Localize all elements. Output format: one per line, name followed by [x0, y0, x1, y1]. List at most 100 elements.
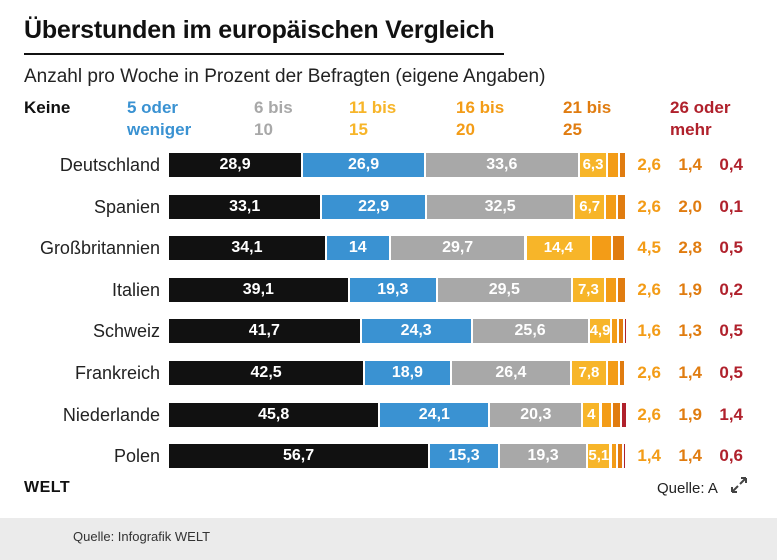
bar-segment: 24,3 [359, 319, 471, 343]
row-label: Niederlande [62, 405, 160, 425]
bar-segment: 41,7 [169, 319, 360, 343]
value-label: 2,8 [678, 238, 702, 257]
bar-segment: 56,7 [169, 444, 429, 468]
legend-item-21-bis-25: 21 bis 25 [563, 97, 611, 141]
value-label: 0,5 [719, 238, 743, 257]
footer-source: Quelle: Infografik WELT [73, 529, 211, 544]
value-label: 2,6 [637, 363, 661, 382]
bar-segment: 39,1 [169, 278, 348, 302]
legend-line2: 15 [349, 120, 368, 139]
bar-segment [623, 236, 626, 260]
legend-item-6-bis-10: 6 bis 10 [254, 97, 293, 141]
bar-segment [611, 403, 621, 427]
row-label: Frankreich [74, 363, 160, 383]
legend-item-5-oder-weniger: 5 oder weniger [127, 97, 191, 141]
bar-segment [606, 153, 619, 177]
bar-segment: 45,8 [169, 403, 379, 427]
bar-segment [622, 444, 625, 468]
legend-item-26-oder-mehr: 26 oder mehr [670, 97, 730, 141]
legend-line2: 20 [456, 120, 475, 139]
bar-segment: 24,1 [378, 403, 489, 427]
row-label: Schweiz [92, 321, 160, 341]
value-label: 1,6 [637, 321, 661, 340]
bar-segment: 29,5 [435, 278, 571, 302]
value-label: 1,4 [637, 446, 661, 465]
source-short: Quelle: A [657, 480, 718, 497]
bar-segment: 29,7 [388, 236, 525, 260]
legend-line1: 5 oder [127, 98, 179, 117]
value-label: 1,4 [719, 405, 743, 424]
bar-segment: 14 [324, 236, 389, 260]
bar-segment: 6,7 [573, 195, 604, 219]
bar-segment: 26,4 [449, 361, 571, 385]
bar-segment [615, 195, 625, 219]
legend-item-11-bis-15: 11 bis 15 [349, 97, 396, 141]
expand-icon[interactable] [728, 474, 750, 496]
bar-segment: 7,8 [570, 361, 606, 385]
bar-segment [610, 319, 618, 343]
legend-line2: mehr [670, 120, 712, 139]
legend-item-16-bis-20: 16 bis 20 [456, 97, 504, 141]
bar-segment: 19,3 [347, 278, 436, 302]
row-label: Polen [113, 446, 160, 466]
legend-line1: Keine [24, 98, 71, 117]
value-label: 1,9 [678, 405, 702, 424]
row-label: Deutschland [59, 155, 160, 175]
value-label: 1,4 [678, 155, 702, 174]
bar-segment: 5,1 [586, 444, 610, 468]
bar-segment [623, 319, 626, 343]
bar-segment: 25,6 [470, 319, 588, 343]
bar-segment: 18,9 [363, 361, 450, 385]
legend-line2: weniger [127, 120, 192, 139]
value-label: 2,6 [637, 155, 661, 174]
bar-segment: 20,3 [488, 403, 582, 427]
bar-segment: 4 [581, 403, 600, 427]
value-label: 2,0 [678, 197, 702, 216]
value-label: 4,5 [637, 238, 661, 257]
bar-segment: 33,1 [169, 195, 321, 219]
bar-segment: 28,9 [169, 153, 302, 177]
bar-segment: 19,3 [498, 444, 587, 468]
bar-segment [620, 403, 627, 427]
value-label: 0,4 [719, 155, 743, 174]
bar-segment [617, 319, 624, 343]
bar-segment: 32,5 [424, 195, 574, 219]
legend-line1: 11 bis [349, 98, 397, 117]
bar-segment [615, 278, 625, 302]
legend-line2: 10 [254, 120, 273, 139]
bar-segment [609, 444, 616, 468]
value-label: 2,6 [637, 197, 661, 216]
legend-line1: 26 oder [670, 98, 731, 117]
row-label: Italien [111, 280, 160, 300]
value-label: 0,1 [719, 197, 743, 216]
bar-segment: 7,3 [570, 278, 605, 302]
title-underline [24, 53, 504, 55]
value-label: 0,5 [719, 321, 743, 340]
bar-segment [599, 403, 612, 427]
legend-line1: 21 bis [563, 98, 612, 117]
row-label: Großbritannien [39, 238, 160, 258]
chart-title: Überstunden im europäischen Vergleich [24, 16, 495, 44]
bar-segment [610, 236, 624, 260]
value-label: 2,6 [637, 405, 661, 424]
value-label: 1,3 [678, 321, 702, 340]
footer-bar: Quelle: Infografik WELT [0, 518, 777, 560]
bar-segment [605, 361, 618, 385]
legend-line1: 6 bis [254, 98, 293, 117]
bar-segment: 26,9 [301, 153, 424, 177]
legend-line2: 25 [563, 120, 582, 139]
chart-subtitle: Anzahl pro Woche in Prozent der Befragte… [24, 66, 546, 87]
legend-line1: 16 bis [456, 98, 505, 117]
value-label: 0,5 [719, 363, 743, 382]
legend-item-keine: Keine [24, 97, 70, 119]
value-label: 0,2 [719, 280, 743, 299]
bar-segment [624, 361, 627, 385]
bar-segment [615, 444, 623, 468]
value-label: 2,6 [637, 280, 661, 299]
welt-logo: WELT [24, 479, 71, 496]
row-label: Spanien [93, 197, 160, 217]
bar-segment [590, 236, 611, 260]
bar-segment [618, 153, 625, 177]
bar-segment: 4,9 [587, 319, 610, 343]
value-label: 0,6 [719, 446, 743, 465]
